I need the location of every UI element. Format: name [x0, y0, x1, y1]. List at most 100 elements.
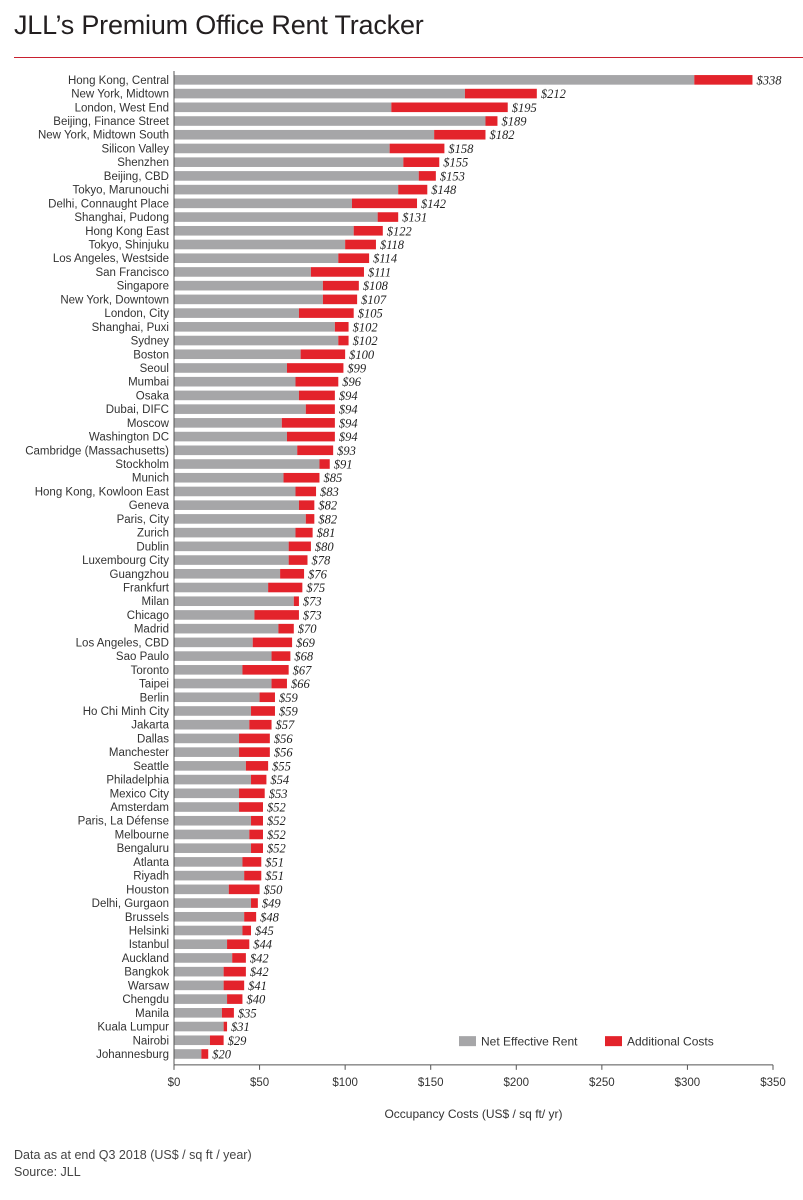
- value-label: $41: [248, 979, 267, 993]
- title-divider: [14, 57, 803, 58]
- bar-additional-costs: [259, 692, 275, 703]
- bar-additional-costs: [295, 376, 339, 387]
- bar-net-effective-rent: [174, 1021, 224, 1032]
- value-label: $189: [501, 115, 527, 129]
- bar-net-effective-rent: [174, 761, 246, 771]
- bar-additional-costs: [271, 651, 291, 661]
- bar-net-effective-rent: [174, 555, 289, 565]
- bar-net-effective-rent: [174, 527, 296, 538]
- value-label: $66: [291, 677, 311, 691]
- bar-additional-costs: [244, 870, 262, 881]
- value-label: $52: [267, 801, 286, 815]
- bar-additional-costs: [251, 706, 275, 716]
- bar-additional-costs: [221, 1008, 234, 1018]
- category-label: Tokyo, Marunouchi: [72, 185, 169, 197]
- category-label: Tokyo, Shinjuku: [88, 240, 169, 252]
- category-label: Munich: [132, 473, 169, 485]
- bar-net-effective-rent: [174, 706, 252, 716]
- chart-title: JLL’s Premium Office Rent Tracker: [14, 10, 424, 40]
- bar-additional-costs: [251, 843, 263, 853]
- value-label: $91: [334, 458, 353, 472]
- value-label: $94: [339, 416, 358, 430]
- category-label: Paris, La Défense: [78, 816, 169, 828]
- value-label: $122: [387, 224, 412, 238]
- bar-additional-costs: [345, 239, 376, 250]
- value-label: $100: [349, 348, 375, 362]
- category-label: Frankfurt: [123, 583, 170, 595]
- bar-net-effective-rent: [174, 500, 299, 510]
- category-label: Washington DC: [89, 432, 169, 444]
- category-label: Los Angeles, Westside: [53, 253, 169, 265]
- bar-net-effective-rent: [174, 884, 229, 895]
- bar-net-effective-rent: [174, 802, 240, 812]
- value-label: $57: [276, 718, 296, 732]
- category-label: Berlin: [140, 692, 169, 704]
- value-label: $105: [358, 307, 383, 321]
- value-label: $108: [363, 279, 389, 293]
- category-label: Taipei: [139, 679, 169, 691]
- bar-net-effective-rent: [174, 911, 245, 922]
- value-label: $94: [339, 430, 358, 444]
- category-label: New York, Midtown South: [38, 130, 169, 142]
- value-label: $52: [267, 814, 286, 828]
- bar-additional-costs: [278, 623, 294, 634]
- bar-additional-costs: [300, 349, 346, 360]
- value-labels-layer: $338 $212 $195$189$182 $158$155$153$148$142…: [212, 73, 782, 1061]
- category-label: Chengdu: [122, 994, 169, 1006]
- bar-additional-costs: [288, 541, 311, 552]
- value-label: $338: [756, 73, 782, 87]
- bar-additional-costs: [464, 88, 537, 99]
- bar-additional-costs: [334, 322, 349, 332]
- bar-net-effective-rent: [174, 939, 228, 950]
- value-label: $96: [342, 375, 362, 389]
- bar-net-effective-rent: [174, 335, 339, 346]
- bar-additional-costs: [286, 363, 344, 373]
- bar-net-effective-rent: [174, 225, 354, 236]
- bar-additional-costs: [391, 102, 508, 113]
- value-label: $59: [279, 691, 299, 705]
- bar-additional-costs: [245, 761, 269, 771]
- bar-additional-costs: [251, 898, 258, 908]
- bar-additional-costs: [293, 596, 299, 607]
- bar-additional-costs: [353, 225, 383, 236]
- category-label: Cambridge (Massachusetts): [25, 445, 169, 457]
- bar-additional-costs: [239, 733, 270, 744]
- value-label: $70: [298, 622, 318, 636]
- value-label: $212: [541, 87, 566, 101]
- footnote: Data as at end Q3 2018 (US$ / sq ft / ye…: [14, 1147, 252, 1181]
- value-label: $83: [320, 485, 339, 499]
- bar-net-effective-rent: [174, 994, 228, 1004]
- bar-additional-costs: [201, 1049, 209, 1059]
- bar-net-effective-rent: [174, 514, 306, 524]
- bar-net-effective-rent: [174, 665, 243, 675]
- bar-net-effective-rent: [174, 1049, 202, 1059]
- x-tick-label: $300: [675, 1077, 701, 1089]
- x-axis-title: Occupancy Costs (US$ / sq ft/ yr): [384, 1107, 562, 1121]
- category-label: Dallas: [137, 733, 169, 745]
- value-label: $81: [317, 526, 336, 540]
- bar-net-effective-rent: [174, 75, 695, 85]
- bar-net-effective-rent: [174, 404, 306, 414]
- category-label: Auckland: [122, 953, 169, 965]
- bar-net-effective-rent: [174, 102, 392, 113]
- bar-net-effective-rent: [174, 88, 465, 99]
- category-label: New York, Downtown: [60, 294, 169, 306]
- category-label: Beijing, Finance Street: [53, 116, 170, 128]
- value-label: $118: [380, 238, 405, 252]
- legend-swatch-net-effective-rent: [459, 1036, 476, 1047]
- bar-additional-costs: [338, 253, 370, 264]
- bar-net-effective-rent: [174, 788, 240, 799]
- category-label: Boston: [133, 349, 169, 361]
- bar-additional-costs: [271, 678, 287, 689]
- value-label: $73: [303, 595, 322, 609]
- bar-additional-costs: [244, 911, 257, 922]
- category-label: Manila: [135, 1008, 169, 1020]
- bar-additional-costs: [223, 1021, 228, 1032]
- category-label: Brussels: [125, 912, 169, 924]
- bar-net-effective-rent: [174, 692, 260, 703]
- bar-additional-costs: [310, 267, 364, 277]
- bar-additional-costs: [251, 774, 267, 785]
- footnote-source: Source: JLL: [14, 1165, 81, 1179]
- bar-net-effective-rent: [174, 390, 299, 401]
- bar-net-effective-rent: [174, 445, 298, 456]
